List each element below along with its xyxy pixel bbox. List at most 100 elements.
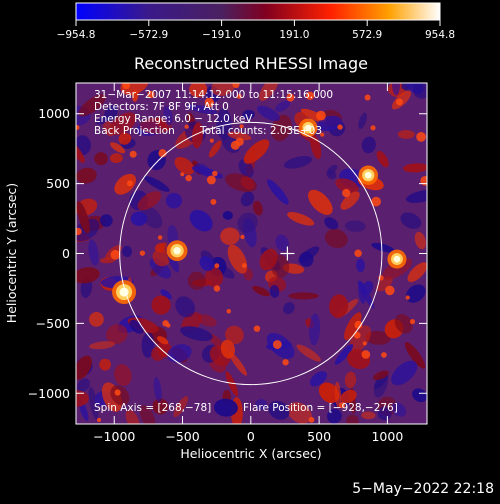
emission-blob <box>137 191 162 211</box>
emission-blob <box>310 134 322 160</box>
emission-blob <box>271 114 292 142</box>
emission-blob <box>335 178 359 194</box>
emission-blob <box>238 159 254 178</box>
emission-blob <box>175 296 196 318</box>
emission-blob <box>259 83 279 101</box>
emission-blob <box>192 122 204 149</box>
emission-blob <box>109 153 123 164</box>
emission-blob <box>114 364 132 386</box>
flare-position-label: Flare Position = [−928,−276] <box>243 402 398 414</box>
emission-peak <box>212 170 218 177</box>
emission-blob <box>309 371 328 387</box>
emission-peak <box>241 263 247 268</box>
emission-blob <box>287 402 312 424</box>
emission-blob <box>151 295 171 315</box>
emission-blob <box>371 242 395 253</box>
emission-peak <box>370 125 376 131</box>
emission-blob <box>130 211 148 226</box>
emission-blob <box>229 352 247 376</box>
emission-blob <box>89 341 115 350</box>
emission-peak <box>320 132 325 137</box>
emission-blob <box>344 220 366 232</box>
emission-peak <box>235 137 244 147</box>
emission-peak <box>139 250 146 256</box>
emission-blob <box>334 344 354 365</box>
footer-timestamp: 5−May−2022 22:18 <box>352 481 494 497</box>
emission-blob <box>296 344 321 362</box>
emission-blob <box>376 276 393 292</box>
emission-blob <box>275 100 291 112</box>
emission-peak <box>409 319 416 325</box>
x-tick-label: −1000 <box>93 429 135 444</box>
emission-blob <box>114 173 137 195</box>
emission-blob <box>153 377 162 403</box>
emission-blob <box>414 231 427 250</box>
emission-peak <box>308 416 315 423</box>
emission-blob <box>406 189 427 203</box>
emission-blob <box>99 358 111 371</box>
emission-blob <box>412 388 427 403</box>
emission-blob <box>252 200 263 216</box>
emission-blob <box>157 336 169 345</box>
colorbar-tick-label: 191.0 <box>279 29 309 41</box>
emission-blob <box>77 378 90 393</box>
emission-peak <box>339 402 346 409</box>
emission-blob <box>288 292 319 300</box>
y-tick-label: −1000 <box>28 386 70 401</box>
emission-blob <box>76 267 100 284</box>
emission-peak <box>226 309 231 314</box>
emission-blob <box>361 136 376 154</box>
colorbar-ticks: −954.8 −572.9 −191.0 191.0 572.9 954.8 <box>57 20 455 41</box>
emission-blob <box>240 191 255 207</box>
emission-peak <box>129 150 137 158</box>
emission-peak <box>126 180 133 187</box>
emission-blob <box>95 116 110 125</box>
emission-blob <box>340 191 360 210</box>
emission-blob <box>106 324 128 344</box>
emission-blob <box>242 109 255 120</box>
emission-blob <box>356 258 365 273</box>
emission-peak <box>420 176 427 186</box>
emission-blob <box>189 83 208 98</box>
emission-peak <box>110 249 121 260</box>
emission-blob <box>154 242 165 252</box>
emission-blob <box>346 414 359 424</box>
emission-blob <box>225 371 239 397</box>
chart-title: Reconstructed RHESSI Image <box>134 54 368 73</box>
colorbar-tick-label: 572.9 <box>352 29 382 41</box>
emission-peak <box>213 285 221 292</box>
colorbar <box>75 2 441 21</box>
emission-blob <box>344 371 357 389</box>
emission-blob <box>118 132 132 145</box>
emission-blob <box>78 94 106 117</box>
emission-peak <box>361 350 371 359</box>
emission-blob <box>340 389 357 404</box>
emission-blob <box>227 131 252 141</box>
emission-blob <box>88 239 99 266</box>
emission-blob <box>404 342 426 369</box>
colorbar-tick-label: −572.9 <box>129 29 168 41</box>
emission-blob <box>220 339 235 359</box>
emission-peak <box>157 235 163 240</box>
x-tick-label: 1000 <box>371 429 403 444</box>
emission-peak <box>185 174 192 182</box>
emission-blob <box>76 142 85 163</box>
emission-blob <box>197 314 217 327</box>
emission-peak <box>286 93 295 102</box>
emission-blob <box>180 326 213 342</box>
emission-blob <box>173 396 189 418</box>
emission-blob <box>243 139 270 164</box>
emission-peak <box>204 97 215 108</box>
emission-peak <box>122 83 131 90</box>
emission-blob <box>334 381 342 409</box>
emission-blob <box>122 245 133 258</box>
emission-blob <box>220 227 240 245</box>
x-axis: −1000 −500 0 500 1000 <box>93 83 403 444</box>
emission-blob <box>255 399 268 411</box>
emission-peak <box>342 188 351 198</box>
emission-blob <box>237 212 258 233</box>
emission-peak <box>396 98 403 106</box>
emission-peak <box>354 249 362 257</box>
emission-peak <box>162 320 169 327</box>
emission-blob <box>109 112 137 136</box>
